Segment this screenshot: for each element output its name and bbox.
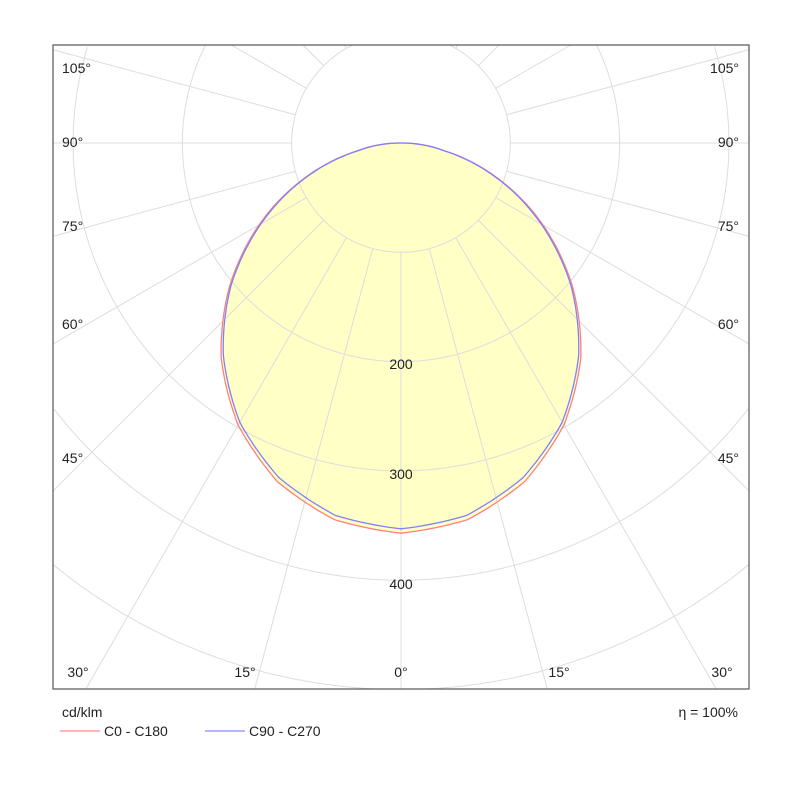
efficiency-label: η = 100% bbox=[678, 704, 738, 720]
angle-label-bottom: 15° bbox=[548, 664, 569, 680]
angle-label-bottom: 0° bbox=[394, 664, 407, 680]
angle-label-bottom: 30° bbox=[67, 664, 88, 680]
angle-label-left: 60° bbox=[62, 316, 83, 332]
grid-spoke bbox=[506, 170, 750, 237]
grid-spoke bbox=[52, 219, 325, 492]
series-curve-c0-c180 bbox=[220, 142, 582, 534]
grid-spoke bbox=[506, 49, 750, 116]
angle-label-right: 45° bbox=[718, 450, 739, 466]
radial-tick-label: 200 bbox=[389, 356, 413, 372]
grid-circle bbox=[291, 44, 511, 253]
unit-label: cd/klm bbox=[62, 704, 102, 720]
grid-spoke bbox=[52, 170, 296, 237]
angle-label-right: 105° bbox=[710, 60, 739, 76]
grid-spoke bbox=[254, 248, 374, 690]
angle-label-right: 90° bbox=[718, 134, 739, 150]
grid-circle bbox=[72, 46, 730, 472]
series-curve-c90-c270 bbox=[222, 142, 580, 530]
grid-spoke bbox=[477, 219, 750, 492]
radial-tick-label: 300 bbox=[389, 466, 413, 482]
grid-spoke bbox=[52, 197, 307, 345]
angle-label-left: 75° bbox=[62, 218, 83, 234]
angle-label-bottom: 30° bbox=[711, 664, 732, 680]
grid-spoke bbox=[428, 248, 548, 690]
angle-label-left: 105° bbox=[62, 60, 91, 76]
angle-label-bottom: 15° bbox=[234, 664, 255, 680]
grid-spoke bbox=[495, 197, 750, 345]
grid-circle bbox=[53, 408, 749, 581]
angle-label-left: 45° bbox=[62, 450, 83, 466]
grid-spoke bbox=[231, 44, 307, 89]
plot-frame bbox=[52, 44, 750, 690]
grid-spoke bbox=[495, 44, 571, 89]
grid-spoke bbox=[85, 237, 347, 690]
grid-circle bbox=[53, 564, 749, 690]
grid-spoke bbox=[455, 237, 717, 690]
grid-spoke bbox=[302, 44, 325, 67]
angle-label-right: 60° bbox=[718, 316, 739, 332]
grid-circle bbox=[181, 45, 621, 363]
legend-label-c90: C90 - C270 bbox=[249, 723, 321, 739]
grid-spoke bbox=[52, 49, 296, 116]
angle-label-left: 90° bbox=[62, 134, 83, 150]
radial-tick-label: 400 bbox=[389, 576, 413, 592]
grid-spoke bbox=[477, 44, 500, 67]
legend-label-c0: C0 - C180 bbox=[104, 723, 168, 739]
angle-label-right: 75° bbox=[718, 218, 739, 234]
